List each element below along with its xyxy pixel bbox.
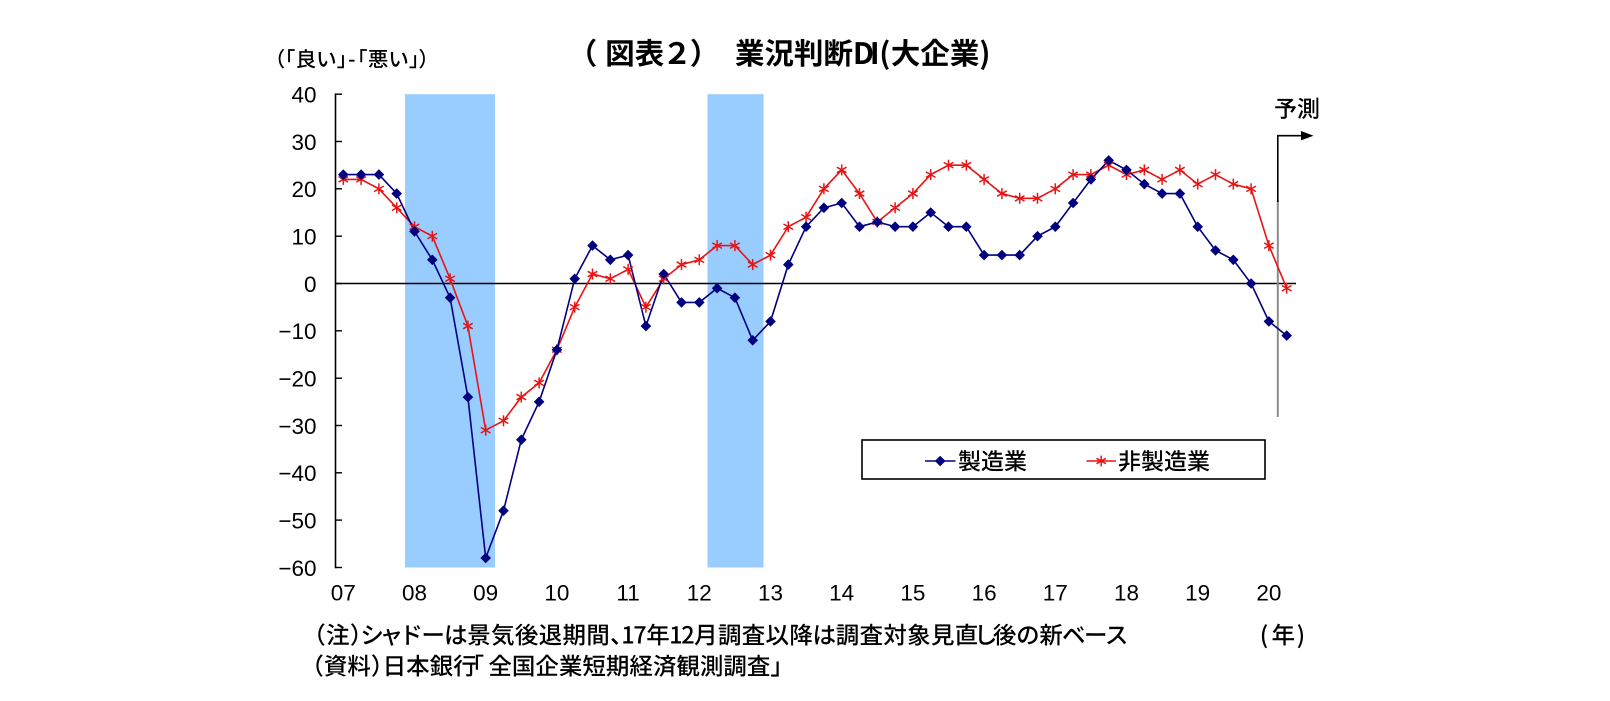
svg-text:10: 10 [544,581,569,606]
svg-text:17: 17 [1043,581,1068,606]
svg-text:−50: −50 [278,508,316,533]
svg-text:15: 15 [900,581,925,606]
svg-text:07: 07 [331,581,356,606]
svg-text:10: 10 [291,225,316,250]
svg-text:0: 0 [304,272,317,297]
svg-text:09: 09 [473,581,498,606]
svg-text:16: 16 [972,581,997,606]
svg-text:13: 13 [758,581,783,606]
svg-text:40: 40 [291,83,316,108]
svg-text:20: 20 [1256,581,1281,606]
svg-text:08: 08 [402,581,427,606]
svg-text:14: 14 [829,581,854,606]
svg-text:18: 18 [1114,581,1139,606]
svg-text:−10: −10 [278,319,316,344]
svg-text:−30: −30 [278,414,316,439]
svg-text:11: 11 [616,581,639,606]
svg-text:−40: −40 [278,461,316,486]
svg-text:−20: −20 [278,367,316,392]
svg-text:12: 12 [687,581,712,606]
svg-text:19: 19 [1185,581,1210,606]
svg-text:−60: −60 [278,556,316,581]
svg-text:20: 20 [291,177,316,202]
svg-text:30: 30 [291,130,316,155]
